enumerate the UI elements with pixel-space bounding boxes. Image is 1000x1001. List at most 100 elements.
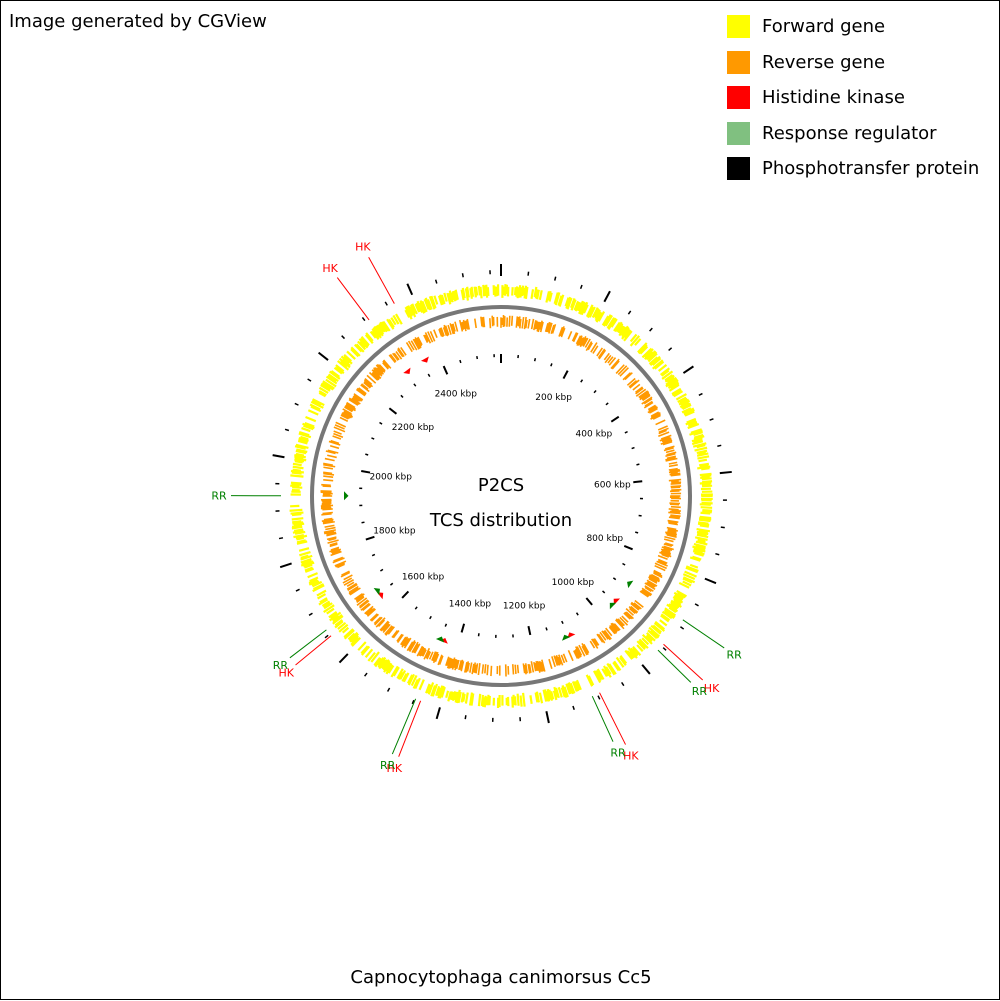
- reverse-gene-mark: [549, 659, 552, 669]
- reverse-gene-mark: [475, 319, 476, 328]
- organism-name: Capnocytophaga canimorsus Cc5: [1, 967, 1000, 988]
- reverse-gene-mark: [568, 650, 573, 660]
- forward-gene-mark: [486, 285, 487, 298]
- tick-label: 2200 kbp: [392, 423, 435, 433]
- reverse-gene-mark: [472, 664, 474, 674]
- inner-tick: [613, 578, 615, 580]
- forward-gene-mark: [700, 525, 709, 526]
- backbone-ring: [312, 307, 690, 685]
- callout-line: [392, 699, 415, 754]
- reverse-gene-mark: [327, 455, 336, 457]
- outer-tick: [642, 665, 650, 674]
- reverse-gene-mark: [322, 512, 332, 513]
- outer-tick: [279, 538, 283, 539]
- reverse-gene-mark: [513, 664, 514, 674]
- inner-tick: [414, 384, 416, 386]
- hk-marker: [421, 356, 429, 362]
- reverse-gene-mark: [669, 509, 679, 510]
- callout-line: [337, 278, 369, 320]
- outer-tick: [699, 394, 703, 396]
- reverse-gene-mark: [522, 317, 523, 328]
- inner-tick: [390, 583, 392, 585]
- outer-tick: [622, 682, 624, 685]
- inner-tick: [624, 546, 632, 549]
- forward-gene-mark: [700, 513, 710, 514]
- inner-tick: [430, 616, 432, 619]
- backbone-circle: [312, 307, 690, 685]
- tick-label: 2000 kbp: [370, 472, 413, 482]
- outer-tick: [581, 285, 582, 289]
- outer-tick: [715, 554, 719, 555]
- inner-tick: [402, 591, 408, 597]
- inner-tick: [460, 360, 461, 363]
- tick-label: 1600 kbp: [402, 572, 445, 582]
- reverse-gene-mark: [532, 319, 534, 329]
- forward-gene-mark: [293, 464, 302, 465]
- outer-tick: [721, 527, 725, 528]
- reverse-gene-mark: [523, 663, 524, 673]
- inner-tick: [379, 423, 382, 425]
- callout-line: [683, 620, 724, 648]
- reverse-gene-mark: [482, 664, 483, 673]
- reverse-gene-mark: [490, 318, 491, 328]
- rr-callout-label: RR: [726, 649, 742, 662]
- outer-tick: [407, 284, 412, 295]
- reverse-gene-mark: [531, 661, 533, 672]
- reverse-gene-mark: [478, 663, 479, 675]
- forward-gene-mark: [697, 456, 709, 458]
- forward-gene-mark: [476, 287, 477, 296]
- rr-callout-label: RR: [692, 685, 708, 698]
- outer-tick: [280, 563, 291, 567]
- reverse-gene-mark: [323, 476, 333, 477]
- outer-tick: [573, 706, 574, 710]
- reverse-gene-mark: [671, 483, 681, 484]
- forward-gene-mark: [530, 695, 531, 703]
- outer-tick: [309, 613, 312, 615]
- outer-tick: [296, 589, 300, 591]
- callout-line: [399, 701, 421, 757]
- inner-tick: [625, 432, 628, 433]
- forward-gene-mark: [518, 694, 519, 706]
- outer-tick: [598, 696, 600, 700]
- reverse-gene-mark: [325, 525, 335, 527]
- hk-marker: [403, 368, 410, 374]
- forward-gene-mark: [699, 520, 710, 521]
- outer-tick: [295, 403, 299, 405]
- outer-tick: [555, 277, 556, 281]
- outer-tick: [342, 336, 345, 339]
- hk-callout-label: HK: [355, 241, 371, 254]
- tick-label: 200 kbp: [535, 393, 572, 403]
- reverse-gene-mark: [656, 420, 666, 424]
- inner-tick: [562, 621, 563, 624]
- reverse-gene-mark: [323, 467, 332, 469]
- inner-tick: [606, 403, 608, 405]
- inner-tick: [535, 358, 536, 361]
- forward-gene-mark: [444, 293, 446, 302]
- forward-gene-mark: [290, 475, 303, 476]
- reverse-gene-mark: [515, 665, 516, 674]
- outer-tick: [388, 688, 390, 691]
- outer-tick: [710, 419, 714, 420]
- outer-tick: [385, 302, 387, 305]
- inner-tick: [445, 624, 446, 627]
- inner-tick: [428, 374, 430, 377]
- reverse-gene-mark: [666, 450, 674, 452]
- reverse-gene-mark: [520, 319, 521, 328]
- reverse-gene-mark: [321, 485, 331, 486]
- rr-callout-label: RR: [273, 659, 289, 672]
- forward-gene-mark: [472, 287, 473, 297]
- outer-tick: [705, 579, 716, 584]
- gene-ticks: [290, 284, 713, 708]
- forward-gene-mark: [294, 529, 303, 531]
- forward-gene-mark: [540, 290, 542, 300]
- inner-tick: [581, 380, 583, 382]
- reverse-gene-mark: [491, 666, 492, 676]
- reverse-gene-mark: [512, 316, 513, 326]
- center-subtitle: TCS distribution: [429, 510, 572, 531]
- forward-gene-mark: [521, 695, 522, 706]
- forward-gene-mark: [420, 680, 424, 690]
- outer-tick: [717, 445, 721, 446]
- inner-tick: [551, 363, 552, 366]
- outer-tick: [285, 429, 289, 430]
